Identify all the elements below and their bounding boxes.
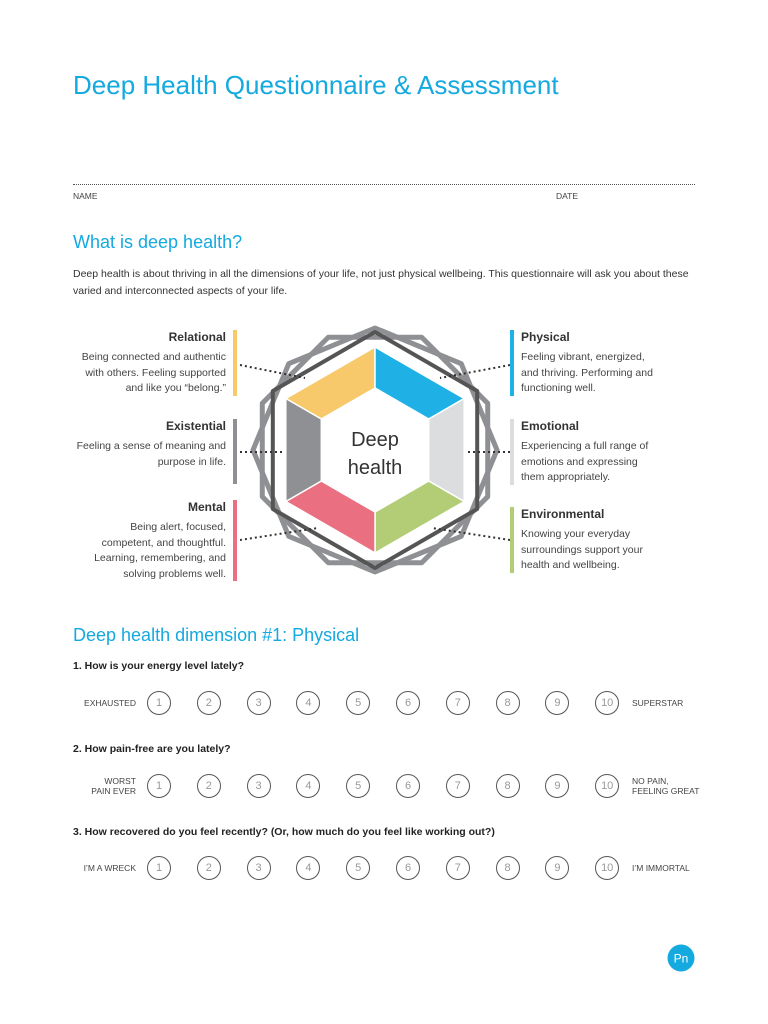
intro-heading: What is deep health? <box>73 232 243 252</box>
high-label-line: SUPERSTAR <box>632 698 684 708</box>
rating-option[interactable]: 5 <box>346 691 371 715</box>
dimension-text: Feeling vibrant, energized, and thriving… <box>521 351 653 394</box>
dimension-bar <box>510 419 514 485</box>
logo-badge <box>667 944 695 972</box>
rating-option[interactable]: 2 <box>196 856 221 880</box>
low-label-line: EXHAUSTED <box>84 698 136 708</box>
connector <box>239 364 306 379</box>
title: Deep Health Questionnaire & Assessment <box>73 70 559 100</box>
dimension-title: Existential <box>165 419 226 433</box>
hexagon-segment <box>285 397 323 503</box>
rating-option[interactable]: 7 <box>445 774 470 798</box>
rating-option[interactable]: 9 <box>545 691 570 715</box>
dimension: Physical Feeling vibrant, energized, and … <box>521 330 656 397</box>
high-label-line: I’M IMMORTAL <box>632 863 690 873</box>
rating-option[interactable]: 2 <box>196 774 221 798</box>
logo: Pn <box>667 944 695 972</box>
center-label: health <box>348 457 403 479</box>
rating-option[interactable]: 4 <box>296 774 321 798</box>
low-label: EXHAUSTED <box>40 698 136 708</box>
dimension-bar <box>233 330 237 396</box>
low-label-line: WORST <box>104 776 136 786</box>
rating-option[interactable]: 9 <box>545 774 570 798</box>
dimension-text: Being alert, focused, competent, and tho… <box>94 521 226 580</box>
rating-option[interactable]: 8 <box>495 774 520 798</box>
low-label: WORST PAIN EVER <box>40 776 136 796</box>
rating-option[interactable]: 7 <box>445 856 470 880</box>
rating-option[interactable]: 5 <box>346 774 371 798</box>
question: 3. How recovered do you feel recently? (… <box>73 826 495 838</box>
rating-option[interactable]: 1 <box>147 856 171 880</box>
question: 2. How pain-free are you lately? <box>73 743 231 755</box>
high-label: SUPERSTAR <box>632 698 683 708</box>
name-label: NAME <box>73 191 98 201</box>
rating-option[interactable]: 8 <box>495 691 520 715</box>
high-label: NO PAIN, FEELING GREAT <box>632 776 699 796</box>
dimension-title: Mental <box>187 500 226 514</box>
dimension-bar <box>233 419 237 484</box>
outline-ring <box>250 325 500 575</box>
dimension: Environmental Knowing your everyday surro… <box>521 507 656 574</box>
rating-option[interactable]: 3 <box>246 856 271 880</box>
high-label-line: NO PAIN, <box>632 776 669 786</box>
diagram: Deep health <box>239 325 511 575</box>
intro-text: Deep health is about thriving in all the… <box>73 268 689 297</box>
dimension: Mental Being alert, focused, competent, a… <box>76 500 226 582</box>
section-heading: Deep health dimension #1: Physical <box>73 625 360 645</box>
connector <box>431 527 511 541</box>
outline-ring <box>259 334 491 566</box>
dimension-text: Being connected and authentic with other… <box>81 351 226 394</box>
rating-option[interactable]: 5 <box>346 856 371 880</box>
date-label: DATE <box>556 191 579 201</box>
logo-text: Pn <box>674 952 689 966</box>
rating-option[interactable]: 6 <box>396 856 420 880</box>
high-label-line: FEELING GREAT <box>632 786 700 796</box>
rating-option[interactable]: 4 <box>296 856 321 880</box>
dimension-title: Physical <box>521 330 570 344</box>
outline-ring <box>270 330 480 570</box>
dimension-title: Relational <box>168 330 226 344</box>
rating-option[interactable]: 6 <box>396 774 420 798</box>
rating-option[interactable]: 9 <box>545 856 570 880</box>
dimension: Existential Feeling a sense of meaning an… <box>76 419 226 470</box>
question: 1. How is your energy level lately? <box>73 660 244 672</box>
rating-option[interactable]: 4 <box>296 691 321 715</box>
connector <box>239 527 319 541</box>
dimension-text: Feeling a sense of meaning and purpose i… <box>76 440 226 468</box>
dimension-bar <box>510 507 514 573</box>
rating-option[interactable]: 3 <box>246 691 271 715</box>
dimension-bar <box>233 500 237 581</box>
connector <box>439 364 511 379</box>
dimension-title: Emotional <box>521 419 580 433</box>
dimension-text: Knowing your everyday surroundings suppo… <box>521 528 643 571</box>
rating-option[interactable]: 10 <box>595 774 620 798</box>
rating-option[interactable]: 1 <box>147 774 171 798</box>
rating-option[interactable]: 6 <box>396 691 420 715</box>
center-label: Deep <box>351 429 399 451</box>
rating-option[interactable]: 2 <box>196 691 221 715</box>
rating-option[interactable]: 7 <box>445 691 470 715</box>
low-label: I’M A WRECK <box>40 863 136 873</box>
dimension: Emotional Experiencing a full range of em… <box>521 419 656 486</box>
rating-option[interactable]: 10 <box>595 856 620 880</box>
high-label: I’M IMMORTAL <box>632 863 690 873</box>
dimension: Relational Being connected and authentic … <box>76 330 226 397</box>
low-label-line: I’M A WRECK <box>83 863 136 873</box>
rating-option[interactable]: 1 <box>147 691 171 715</box>
dimension-bar <box>510 330 514 396</box>
dimension-title: Environmental <box>521 507 605 521</box>
name-line <box>73 184 695 185</box>
rating-option[interactable]: 8 <box>495 856 520 880</box>
dimension-text: Experiencing a full range of emotions an… <box>521 440 649 483</box>
rating-option[interactable]: 3 <box>246 774 271 798</box>
low-label-line: PAIN EVER <box>91 786 136 796</box>
rating-option[interactable]: 10 <box>595 691 620 715</box>
